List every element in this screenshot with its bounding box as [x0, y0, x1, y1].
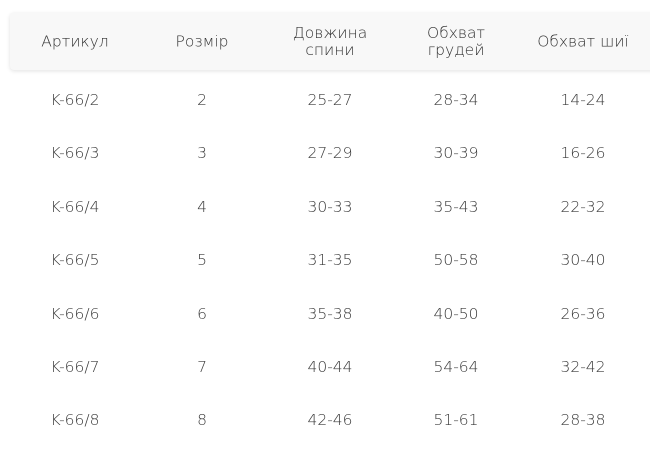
column-header-line: Розмір: [175, 32, 229, 50]
table-cell: 3: [197, 144, 207, 163]
table-cell: 14-24: [560, 91, 606, 109]
table-cell: 28-38: [560, 411, 606, 430]
table-cell: 30-33: [307, 197, 353, 216]
table-cell: 50-58: [433, 251, 479, 270]
table-cell: K-66/7: [50, 358, 100, 376]
table-cell: 54-64: [433, 358, 479, 376]
column-header-line: Артикул: [41, 32, 109, 50]
column-header-line: спини: [305, 40, 355, 59]
table-cell: 2: [197, 91, 207, 109]
table-cell: 32-42: [560, 358, 606, 376]
table-cell: 16-26: [560, 144, 606, 163]
column-header-line: Обхват шиї: [537, 32, 629, 50]
column-header: Обхват грудей: [393, 23, 519, 59]
table-cell: 35-43: [433, 197, 479, 216]
table-cell: K-66/3: [50, 144, 100, 163]
table-cell: 30-39: [433, 144, 479, 163]
table-cell: 6: [197, 304, 207, 323]
table-cell: 42-46: [307, 411, 353, 430]
table-cell: K-66/6: [50, 304, 100, 323]
table-cell: 26-36: [560, 304, 606, 323]
table-cell: 40-50: [433, 304, 479, 323]
table-cell: 5: [197, 251, 207, 270]
table-cell: 31-35: [307, 251, 353, 270]
table-header: Артикул Розмір Довжина спини Обхват грудей Обх…: [10, 13, 650, 70]
table-cell: K-66/2: [50, 91, 100, 109]
column-header: Обхват шиї: [520, 33, 646, 50]
table-cell: 25-27: [307, 91, 353, 109]
table-cell: 7: [197, 358, 207, 376]
table-cell: 40-44: [307, 358, 353, 376]
table-cell: 28-34: [433, 91, 479, 109]
table-cell: 27-29: [307, 144, 353, 163]
column-header-line: Довжина: [292, 23, 368, 42]
table-cell: K-66/8: [50, 411, 100, 430]
table-cell: K-66/4: [50, 197, 100, 216]
column-header: Розмір: [139, 33, 265, 50]
table-cell: 4: [197, 197, 207, 216]
table-cell: 35-38: [307, 304, 353, 323]
column-header-line: грудей: [427, 40, 485, 59]
column-header: Довжина спини: [267, 23, 393, 59]
table-cell: 30-40: [560, 251, 606, 270]
column-header: Артикул: [12, 33, 138, 50]
column-header-line: Обхват: [427, 23, 485, 42]
table-cell: 22-32: [560, 197, 606, 216]
table-cell: 8: [197, 411, 207, 430]
table-cell: 51-61: [433, 411, 479, 430]
table-cell: K-66/5: [50, 251, 100, 270]
